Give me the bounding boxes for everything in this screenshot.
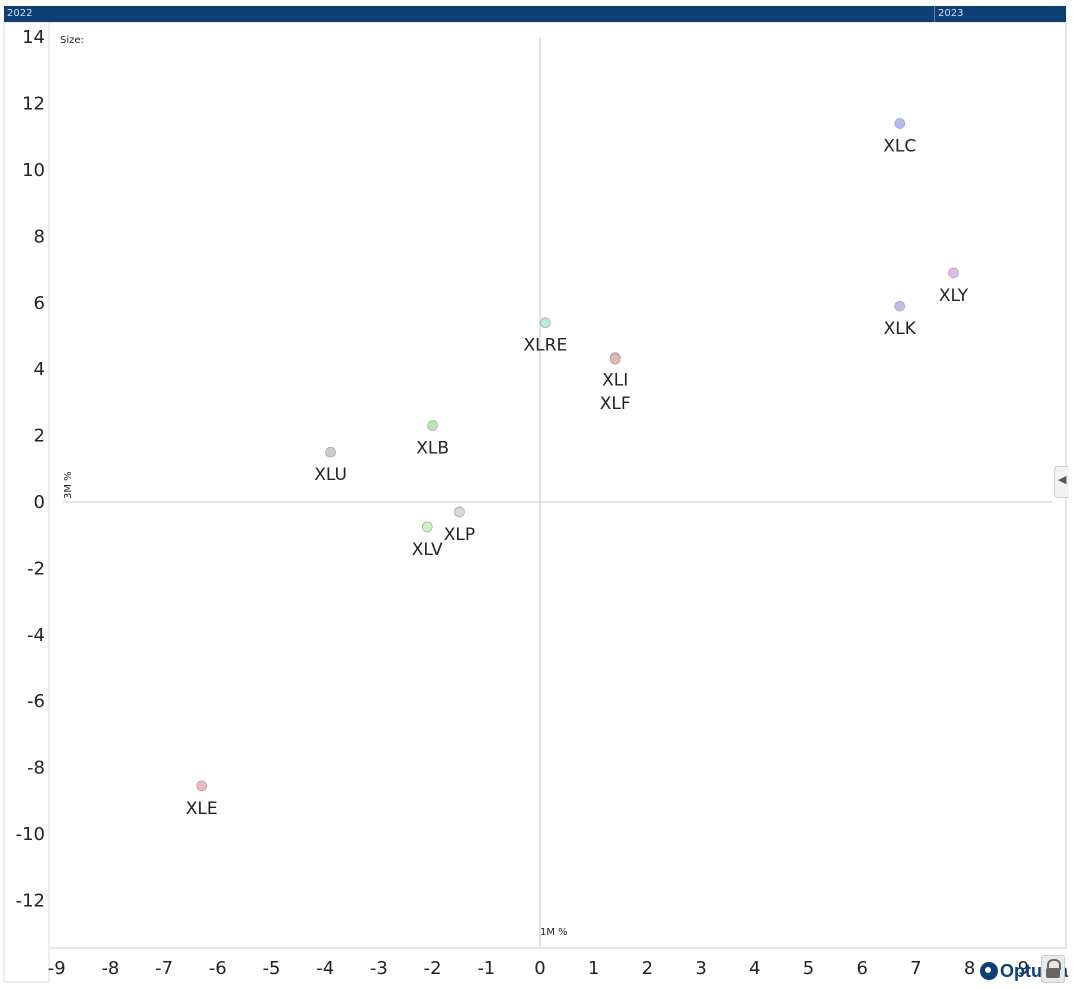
- x-tick-label: 5: [803, 958, 814, 979]
- timeline-start-label: 2022: [7, 8, 33, 19]
- data-point-xlk[interactable]: [894, 300, 906, 312]
- y-tick-label: 8: [34, 226, 45, 247]
- timeline-end-label: 2023: [938, 8, 964, 19]
- point-label-xlp: XLP: [444, 525, 475, 545]
- point-label-xlv: XLV: [412, 540, 443, 560]
- chevron-left-icon: ◀: [1058, 473, 1067, 486]
- x-tick-label: -8: [101, 958, 119, 979]
- lock-icon: [1047, 959, 1061, 970]
- point-label-xli: XLI: [602, 371, 628, 391]
- y-axis-panel: [3, 22, 50, 983]
- x-tick-label: 2: [642, 958, 653, 979]
- point-label-xlu: XLU: [314, 465, 347, 485]
- data-point-xlp[interactable]: [454, 506, 465, 518]
- x-tick-label: 1: [588, 958, 599, 979]
- x-tick-label: -3: [370, 958, 388, 979]
- data-point-xle[interactable]: [196, 780, 207, 792]
- y-tick-label: 14: [22, 27, 45, 48]
- lock-button[interactable]: [1041, 955, 1065, 983]
- x-tick-label: 8: [964, 958, 975, 979]
- y-tick-label: 12: [22, 94, 45, 115]
- x-tick-label: 4: [749, 958, 760, 979]
- x-tick-label: -1: [477, 958, 495, 979]
- y-tick-label: -6: [27, 691, 45, 712]
- point-label-xly: XLY: [939, 286, 969, 306]
- y-tick-label: -8: [27, 758, 45, 779]
- x-tick-label: -9: [48, 958, 66, 979]
- point-label-xlb: XLB: [416, 439, 449, 459]
- y-tick-label: -12: [16, 890, 45, 911]
- point-label-xle: XLE: [186, 799, 218, 819]
- data-point-xlc[interactable]: [894, 118, 906, 129]
- data-point-xlre[interactable]: [540, 317, 551, 329]
- x-tick-label: -4: [316, 958, 334, 979]
- data-point-xlf[interactable]: [609, 353, 621, 365]
- data-point-xly[interactable]: [948, 267, 959, 279]
- y-tick-label: -4: [27, 625, 45, 646]
- point-label-xlc: XLC: [883, 137, 916, 157]
- x-axis-label: 1M %: [540, 927, 568, 938]
- x-tick-label: 3: [695, 958, 706, 979]
- x-tick-label: 0: [534, 958, 545, 979]
- x-tick-label: 6: [856, 958, 867, 979]
- y-tick-label: 4: [34, 359, 45, 380]
- point-label-xlre: XLRE: [524, 336, 568, 356]
- y-tick-label: -10: [16, 824, 45, 845]
- side-panel-toggle[interactable]: ◀: [1054, 466, 1069, 498]
- y-tick-label: 0: [34, 492, 45, 513]
- x-tick-label: -7: [155, 958, 173, 979]
- point-label-xlk: XLK: [884, 319, 917, 339]
- optuma-logo-icon: [980, 962, 998, 980]
- y-tick-label: 2: [34, 426, 45, 447]
- timeline-divider: [934, 6, 935, 22]
- timeline-navigator[interactable]: 2022 2023: [4, 6, 1066, 22]
- y-axis-label: 3M %: [63, 471, 74, 499]
- data-point-xlv[interactable]: [421, 521, 433, 533]
- y-tick-label: 6: [34, 293, 45, 314]
- y-tick-label: 10: [22, 160, 45, 181]
- x-tick-label: -6: [209, 958, 227, 979]
- data-point-xlu[interactable]: [325, 446, 336, 458]
- point-label-xlf: XLF: [600, 394, 631, 414]
- x-tick-label: -2: [424, 958, 442, 979]
- x-tick-label: 7: [910, 958, 921, 979]
- size-label: Size:: [60, 35, 84, 46]
- y-tick-label: -2: [27, 558, 45, 579]
- x-tick-label: -5: [263, 958, 281, 979]
- data-point-xlb[interactable]: [427, 420, 438, 431]
- x-tick-label: 9: [1018, 958, 1029, 979]
- plot-frame: [48, 22, 1067, 949]
